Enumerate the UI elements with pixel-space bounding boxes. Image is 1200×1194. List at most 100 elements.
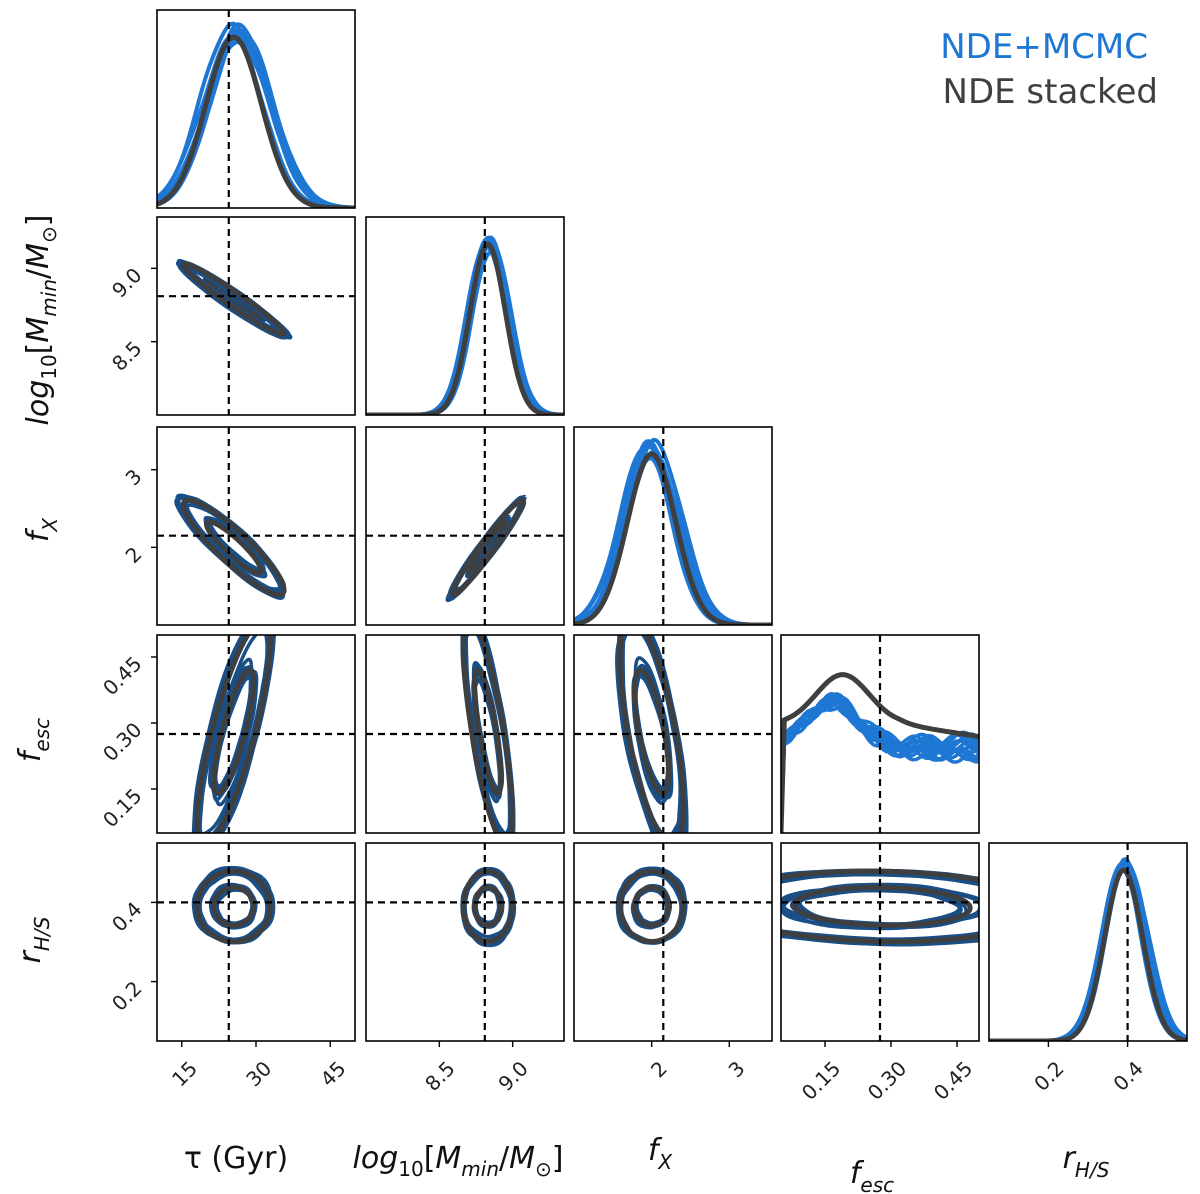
contour-logM-fesc [460, 635, 516, 833]
mcmc-contour-line [781, 869, 979, 945]
panel-border [780, 842, 980, 1042]
panel-border [156, 634, 356, 834]
marginal-logM [366, 235, 564, 415]
x-tick-label: 3 [724, 1056, 750, 1082]
stacked-density-line [781, 672, 979, 833]
stacked-contour-line [791, 884, 973, 928]
mcmc-contour-line [175, 493, 285, 598]
stacked-contour-line [632, 667, 672, 796]
legend-entry-nde-mcmc: NDE+MCMC [940, 27, 1148, 67]
marginal-rHS [989, 857, 1187, 1041]
x-tick-label: 0.45 [929, 1056, 977, 1104]
panel-border [365, 426, 565, 626]
panel-border [780, 634, 980, 834]
stacked-contour-line [617, 868, 686, 944]
stacked-density-line [989, 867, 1187, 1041]
contour-tau-logM [175, 258, 293, 340]
panel-border [156, 9, 356, 209]
mcmc-contour-line [184, 495, 286, 591]
stacked-contour-line [781, 868, 979, 944]
panel-frame-logM-fX [365, 426, 565, 626]
mcmc-contour-line [781, 868, 979, 944]
x-tick-label: 30 [241, 1056, 276, 1091]
x-tick-label: 0.2 [1029, 1056, 1068, 1095]
panel-border [156, 216, 356, 416]
contour-fX-fesc [615, 635, 689, 833]
y-axis-title-fx: fX [21, 517, 62, 543]
stacked-contour-line [204, 519, 264, 576]
panel-border [573, 842, 773, 1042]
x-tick-label: 9.0 [493, 1056, 532, 1095]
stacked-density-line [157, 34, 355, 208]
panel-frame-fesc-fesc [780, 634, 980, 834]
panel-border [573, 634, 773, 834]
marginal-tau [157, 21, 355, 208]
x-tick-label: 45 [316, 1056, 351, 1091]
stacked-contour-line [180, 497, 287, 598]
contour-tau-fX [174, 493, 287, 600]
contour-tau-rHS [191, 865, 276, 945]
y-tick-label: 0.15 [98, 784, 146, 832]
legend-entry-nde-stacked: NDE stacked [943, 72, 1158, 112]
stacked-contour-line [194, 635, 273, 833]
panel-frame-tau-rHS: 15 30 45 0.2 0.4 [107, 842, 356, 1091]
panel-frame-logM-fesc [365, 634, 565, 834]
panel-frame-tau-logM: 8.5 9.0 [107, 216, 356, 416]
panel-frame-tau-tau [156, 9, 356, 209]
y-tick-label: 8.5 [107, 336, 146, 375]
y-tick-label: 0.4 [107, 897, 146, 936]
x-axis-title-tau: τ (Gyr) [184, 1141, 288, 1176]
contour-logM-rHS [460, 866, 517, 948]
y-axis-title-fesc: fesc [13, 718, 54, 762]
x-tick-label: 0.4 [1108, 1056, 1147, 1095]
y-axis-title-logm: log10[Mmin/M⊙] [21, 215, 61, 426]
mcmc-contour-line [198, 872, 270, 941]
mcmc-density-line [157, 22, 355, 208]
stacked-contour-line [194, 868, 273, 944]
mcmc-contour-line [182, 499, 284, 594]
x-tick-label: 0.15 [797, 1056, 845, 1104]
mcmc-contour-line [781, 869, 979, 947]
x-tick-label: 0.30 [863, 1056, 911, 1104]
x-tick-label: 8.5 [420, 1056, 459, 1095]
stacked-contour-line [460, 635, 515, 833]
mcmc-density-line [157, 35, 355, 208]
panel-frame-logM-logM [365, 216, 565, 416]
x-axis-title-fesc: fesc [850, 1156, 894, 1194]
contour-fesc-rHS [781, 868, 979, 947]
mcmc-contour-line [185, 503, 285, 598]
x-tick-label: 15 [167, 1056, 202, 1091]
panel-border [365, 842, 565, 1042]
mcmc-contour-line [615, 635, 685, 833]
x-axis-title-logm: log10[Mmin/M⊙] [353, 1141, 564, 1181]
y-tick-label: 0.30 [98, 718, 146, 766]
y-tick-label: 9.0 [107, 263, 146, 302]
x-tick-label: 2 [646, 1056, 672, 1082]
stacked-contour-line [180, 261, 287, 337]
y-axis-title-rhs: rH/S [13, 916, 54, 963]
contour-tau-fesc [191, 635, 277, 833]
stacked-contour-line [472, 884, 504, 928]
panel-frame-logM-rHS: 8.5 9.0 [365, 842, 565, 1096]
panel-border [365, 216, 565, 416]
mcmc-density-line [781, 692, 979, 833]
stacked-contour-line [632, 884, 672, 928]
contour-logM-fX [445, 494, 527, 603]
marginal-fX [574, 437, 772, 625]
mcmc-contour-line [176, 495, 286, 597]
panel-frame-fesc-rHS: 0.15 0.30 0.45 [780, 842, 980, 1105]
y-tick-label: 0.45 [98, 652, 146, 700]
x-axis-title-rhs: rH/S [1063, 1141, 1110, 1182]
stacked-contour-line [472, 667, 504, 796]
panel-frame-fX-fesc [573, 634, 773, 834]
x-axis-title-fx: fX [648, 1133, 674, 1174]
stacked-density-line [366, 241, 564, 415]
y-tick-label: 2 [121, 542, 147, 568]
stacked-contour-line [450, 497, 526, 598]
stacked-contour-line [211, 667, 256, 796]
mcmc-density-line [157, 32, 355, 208]
panel-border [573, 426, 773, 626]
contour-fX-rHS [615, 866, 688, 945]
mcmc-contour-line [182, 499, 282, 594]
